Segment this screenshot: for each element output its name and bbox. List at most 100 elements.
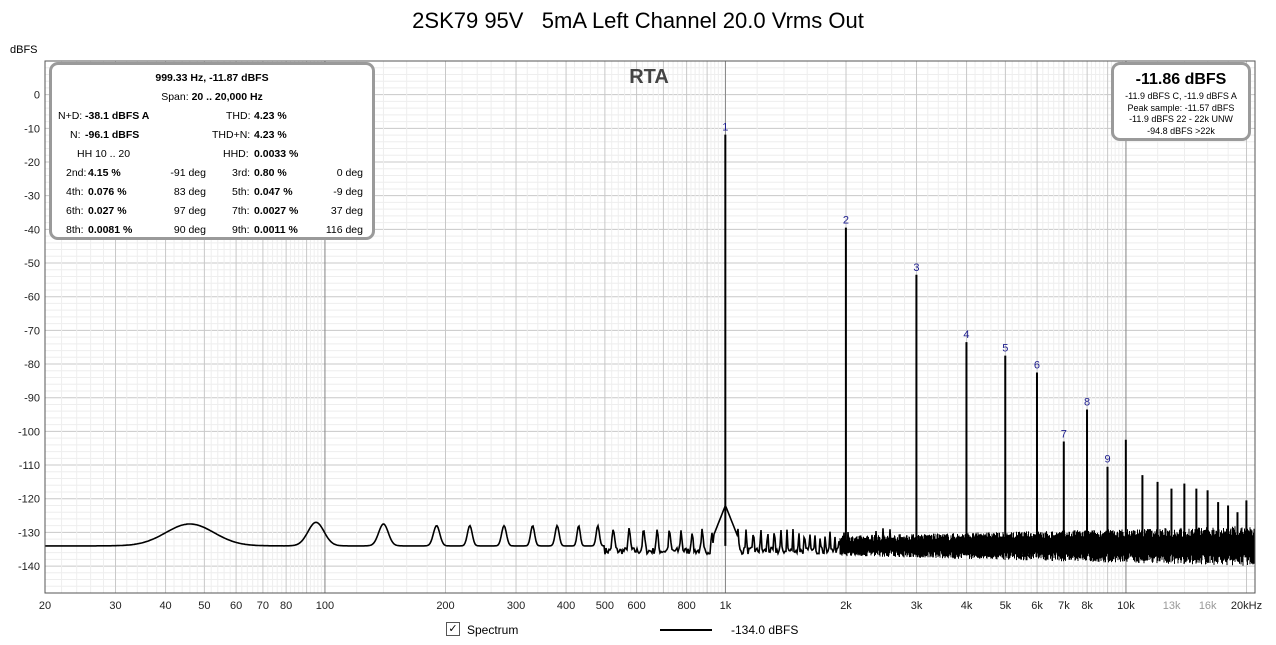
x-tick-label-minor: 13k [1163,600,1181,612]
legend-value: -134.0 dBFS [731,623,799,637]
harmonic-label-5: 5 [1002,343,1008,355]
y-tick-label: -50 [24,258,40,270]
x-tick-label: 200 [436,600,454,612]
y-tick-label: -110 [19,460,40,472]
x-tick-label: 6k [1031,600,1043,612]
harmonic-label-1: 1 [722,122,728,134]
legend-line-swatch [660,629,712,631]
thdn-label: THD+N: [212,129,251,141]
chart-title: 2SK79 95V 5mA Left Channel 20.0 Vrms Out [412,8,864,33]
y-tick-label: -10 [24,123,40,135]
x-tick-label: 30 [109,600,121,612]
harmonic-order-label: 7th: [232,205,250,217]
thdn-value: 4.23 % [254,129,287,141]
x-tick-label: 4k [961,600,973,612]
hh-row: HH 10 .. 20 HHD: 0.0033 % [58,145,366,164]
plot-frame [44,60,1256,594]
y-tick-label: 0 [34,90,40,102]
y-tick-label: -120 [18,494,40,506]
harmonic-percent: 4.15 % [88,167,121,179]
x-tick-label: 300 [507,600,525,612]
y-tick-label: -130 [18,527,40,539]
nd-value: -38.1 dBFS A [85,110,150,122]
n-value: -96.1 dBFS [85,129,140,141]
y-tick-label: -40 [24,224,40,236]
level-line-3: -11.9 dBFS 22 - 22k UNW [1129,114,1233,124]
y-tick-label: -20 [24,157,40,169]
harmonic-percent: 0.0011 % [254,224,298,236]
y-tick-label: -80 [24,359,40,371]
x-tick-label: 60 [230,600,242,612]
hh-label: HH 10 .. 20 [77,148,131,160]
stats-header: 999.33 Hz, -11.87 dBFS [155,72,269,84]
spectrum-checkbox[interactable]: ✓ [446,622,460,636]
thd-value: 4.23 % [254,110,287,122]
n-label: N: [70,129,81,141]
harmonic-label-8: 8 [1084,396,1090,408]
harmonic-percent: 0.0081 % [88,224,133,236]
harmonic-phase: 0 deg [336,167,363,179]
x-tick-label: 1k [720,600,732,612]
x-tick-label: 100 [316,600,334,612]
x-tick-label: 70 [257,600,269,612]
harmonic-order-label: 8th: [66,224,84,236]
harmonic-percent: 0.076 % [88,186,127,198]
x-tick-label: 10k [1117,600,1135,612]
chart-subtitle: RTA [629,66,669,88]
harmonic-order-label: 5th: [232,186,250,198]
harmonic-phase: -91 deg [170,167,206,179]
x-tick-labels: 20 30 40 50 60 70 80 100 200 300 400 500 600 800 1k 2k 3… [39,600,1262,612]
harmonic-phase: 97 deg [173,205,206,217]
y-axis-label: dBFS [10,44,38,56]
level-main: -11.86 dBFS [1135,71,1227,88]
span-row: Span: 20 .. 20,000 Hz [58,88,366,107]
x-tick-label: 40 [159,600,171,612]
harmonic-row: 6th: 0.027 % 97 deg 7th: 0.0027 % 37 deg [58,202,366,221]
harmonic-label-7: 7 [1061,428,1067,440]
harmonic-label-2: 2 [843,215,849,227]
level-line-1: -11.9 dBFS C, -11.9 dBFS A [1125,91,1237,101]
level-line-4: -94.8 dBFS >22k [1147,125,1215,136]
thd-label: THD: [226,110,251,122]
harmonic-phase: 116 deg [325,224,363,236]
nd-thd-row: N+D: -38.1 dBFS A THD: 4.23 % [58,107,366,126]
hhd-label: HHD: [223,148,249,160]
harmonic-phase: 83 deg [173,186,206,198]
y-tick-label: -90 [24,393,40,405]
x-tick-label: 400 [557,600,575,612]
x-tick-label: 600 [627,600,645,612]
x-tick-label: 3k [911,600,923,612]
y-tick-label: -70 [24,325,40,337]
x-tick-label: 8k [1081,600,1093,612]
harmonic-labels: 1 2 3 4 5 6 7 8 9 [722,122,1110,466]
x-tick-label-minor: 16k [1199,600,1217,612]
stats-panel[interactable]: 999.33 Hz, -11.87 dBFS Span: 20 .. 20,00… [49,62,375,240]
harmonic-order-label: 6th: [66,205,84,217]
harmonic-percent: 0.047 % [254,186,293,198]
x-tick-label-minor: 20kHz [1231,600,1262,612]
span-value: 20 .. 20,000 Hz [191,91,263,103]
y-tick-label: -140 [18,561,40,573]
harmonic-row: 8th: 0.0081 % 90 deg 9th: 0.0011 % 116 deg [58,221,366,240]
y-tick-labels: 0 -10 -20 -30 -40 -50 -60 -70 -80 -90 -100 -110 -120… [18,90,40,573]
harmonic-order-label: 3rd: [232,167,251,179]
x-tick-label: 7k [1058,600,1070,612]
harmonic-order-label: 2nd: [66,167,87,179]
harmonic-order-label: 9th: [232,224,250,236]
legend-label[interactable]: Spectrum [467,623,519,637]
level-panel[interactable]: -11.86 dBFS -11.9 dBFS C, -11.9 dBFS A P… [1111,62,1251,141]
harmonic-phase: 37 deg [330,205,363,217]
nd-label: N+D: [58,110,83,122]
harmonic-row: 4th: 0.076 % 83 deg 5th: 0.047 % -9 deg [58,183,366,202]
level-line-2: Peak sample: -11.57 dBFS [1127,102,1235,113]
y-tick-label: -100 [18,426,40,438]
harmonic-table: 2nd: 4.15 % -91 deg 3rd: 0.80 % 0 deg 4th: 0.07… [58,164,366,240]
x-tick-label: 800 [677,600,695,612]
span-label: Span: [161,91,189,103]
hhd-value: 0.0033 % [254,148,299,160]
harmonic-label-6: 6 [1034,359,1040,371]
harmonic-percent: 0.0027 % [254,205,299,217]
harmonic-row: 2nd: 4.15 % -91 deg 3rd: 0.80 % 0 deg [58,164,366,183]
harmonic-percent: 0.80 % [254,167,287,179]
